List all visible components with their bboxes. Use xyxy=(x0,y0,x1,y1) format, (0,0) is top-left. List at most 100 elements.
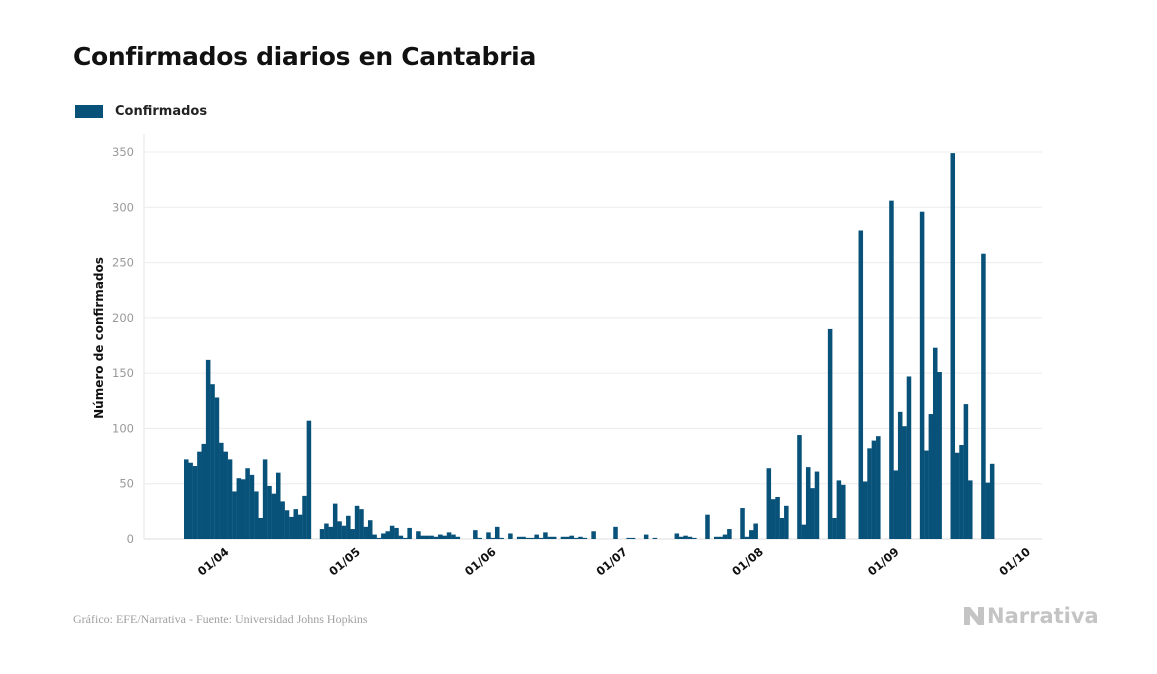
legend-label: Confirmados xyxy=(115,104,208,119)
bar xyxy=(289,516,294,539)
bar xyxy=(525,537,531,539)
bar xyxy=(306,420,312,539)
bar xyxy=(867,448,872,539)
bar xyxy=(389,525,395,539)
bar xyxy=(293,509,299,539)
bar xyxy=(779,517,785,539)
bar xyxy=(346,515,351,539)
bar xyxy=(906,376,912,539)
bar xyxy=(350,529,355,539)
bar xyxy=(197,451,202,539)
bar xyxy=(521,536,526,539)
bar xyxy=(381,533,386,539)
bar xyxy=(687,536,693,539)
bar xyxy=(569,535,574,539)
bar xyxy=(950,153,956,540)
bar xyxy=(744,536,750,539)
bar xyxy=(219,442,224,539)
bar xyxy=(341,525,347,539)
bar xyxy=(354,505,360,539)
bar xyxy=(573,537,579,539)
bar xyxy=(832,517,837,539)
source-note: Gráfico: EFE/Narrativa - Fuente: Univers… xyxy=(73,612,368,626)
bar xyxy=(674,533,680,539)
bar xyxy=(267,485,272,539)
bar xyxy=(578,536,583,539)
bar xyxy=(749,530,754,539)
bar xyxy=(398,535,404,539)
bar xyxy=(205,359,211,539)
bars xyxy=(184,153,995,540)
bar xyxy=(613,526,618,539)
bar xyxy=(876,436,881,539)
bar xyxy=(538,537,544,539)
bar xyxy=(455,536,461,539)
bar xyxy=(963,404,969,539)
bar xyxy=(297,514,303,539)
bar xyxy=(718,536,723,539)
bar xyxy=(284,510,290,539)
bar xyxy=(332,503,338,539)
bar xyxy=(429,535,434,539)
bar xyxy=(367,520,373,539)
bar xyxy=(932,347,938,539)
bar xyxy=(897,411,903,539)
bar xyxy=(416,531,421,539)
x-tick-label: 01/06 xyxy=(462,545,499,579)
bar xyxy=(494,526,500,539)
legend-swatch xyxy=(75,105,103,118)
bar xyxy=(376,537,382,539)
bar xyxy=(565,536,570,539)
y-tick-label: 350 xyxy=(112,145,134,159)
y-axis-ticks: 0 50 100 150 200 250 300 350 xyxy=(112,145,134,546)
y-tick-label: 300 xyxy=(112,200,134,214)
x-tick-label: 01/04 xyxy=(195,545,232,579)
narrativa-logo-text: Narrativa xyxy=(987,604,1099,628)
bar xyxy=(192,466,198,539)
bar xyxy=(201,443,207,539)
bar xyxy=(372,534,377,539)
bar xyxy=(985,482,991,539)
bar xyxy=(814,471,820,539)
bar xyxy=(775,496,780,539)
bar xyxy=(359,509,364,539)
bar xyxy=(534,534,539,539)
bar xyxy=(797,435,802,539)
bar xyxy=(214,397,220,539)
bar xyxy=(683,535,688,539)
bar xyxy=(928,414,934,539)
bar xyxy=(280,501,285,539)
bar xyxy=(223,451,228,539)
bar xyxy=(678,536,684,539)
bar xyxy=(438,534,443,539)
bar xyxy=(227,459,233,539)
bar xyxy=(836,480,842,539)
bar xyxy=(858,230,864,539)
bar xyxy=(394,527,399,539)
bar xyxy=(473,530,478,539)
bar xyxy=(543,532,548,539)
bar xyxy=(626,537,631,539)
bar xyxy=(407,527,412,539)
y-tick-label: 50 xyxy=(119,477,134,491)
bar xyxy=(722,534,728,539)
bar xyxy=(862,481,868,539)
bar xyxy=(547,536,553,539)
x-tick-label: 01/08 xyxy=(729,545,766,579)
bar xyxy=(420,535,426,539)
x-tick-label: 01/10 xyxy=(996,545,1033,579)
bar xyxy=(258,517,263,539)
bar xyxy=(919,211,925,539)
bar xyxy=(451,534,456,539)
bar xyxy=(385,531,391,539)
bar xyxy=(275,472,281,539)
bar xyxy=(827,328,833,539)
bar xyxy=(245,468,250,539)
bar xyxy=(249,474,255,539)
bar xyxy=(959,445,964,539)
bar xyxy=(446,532,452,539)
bar xyxy=(753,523,758,539)
bar xyxy=(954,452,960,539)
bar xyxy=(893,470,899,539)
